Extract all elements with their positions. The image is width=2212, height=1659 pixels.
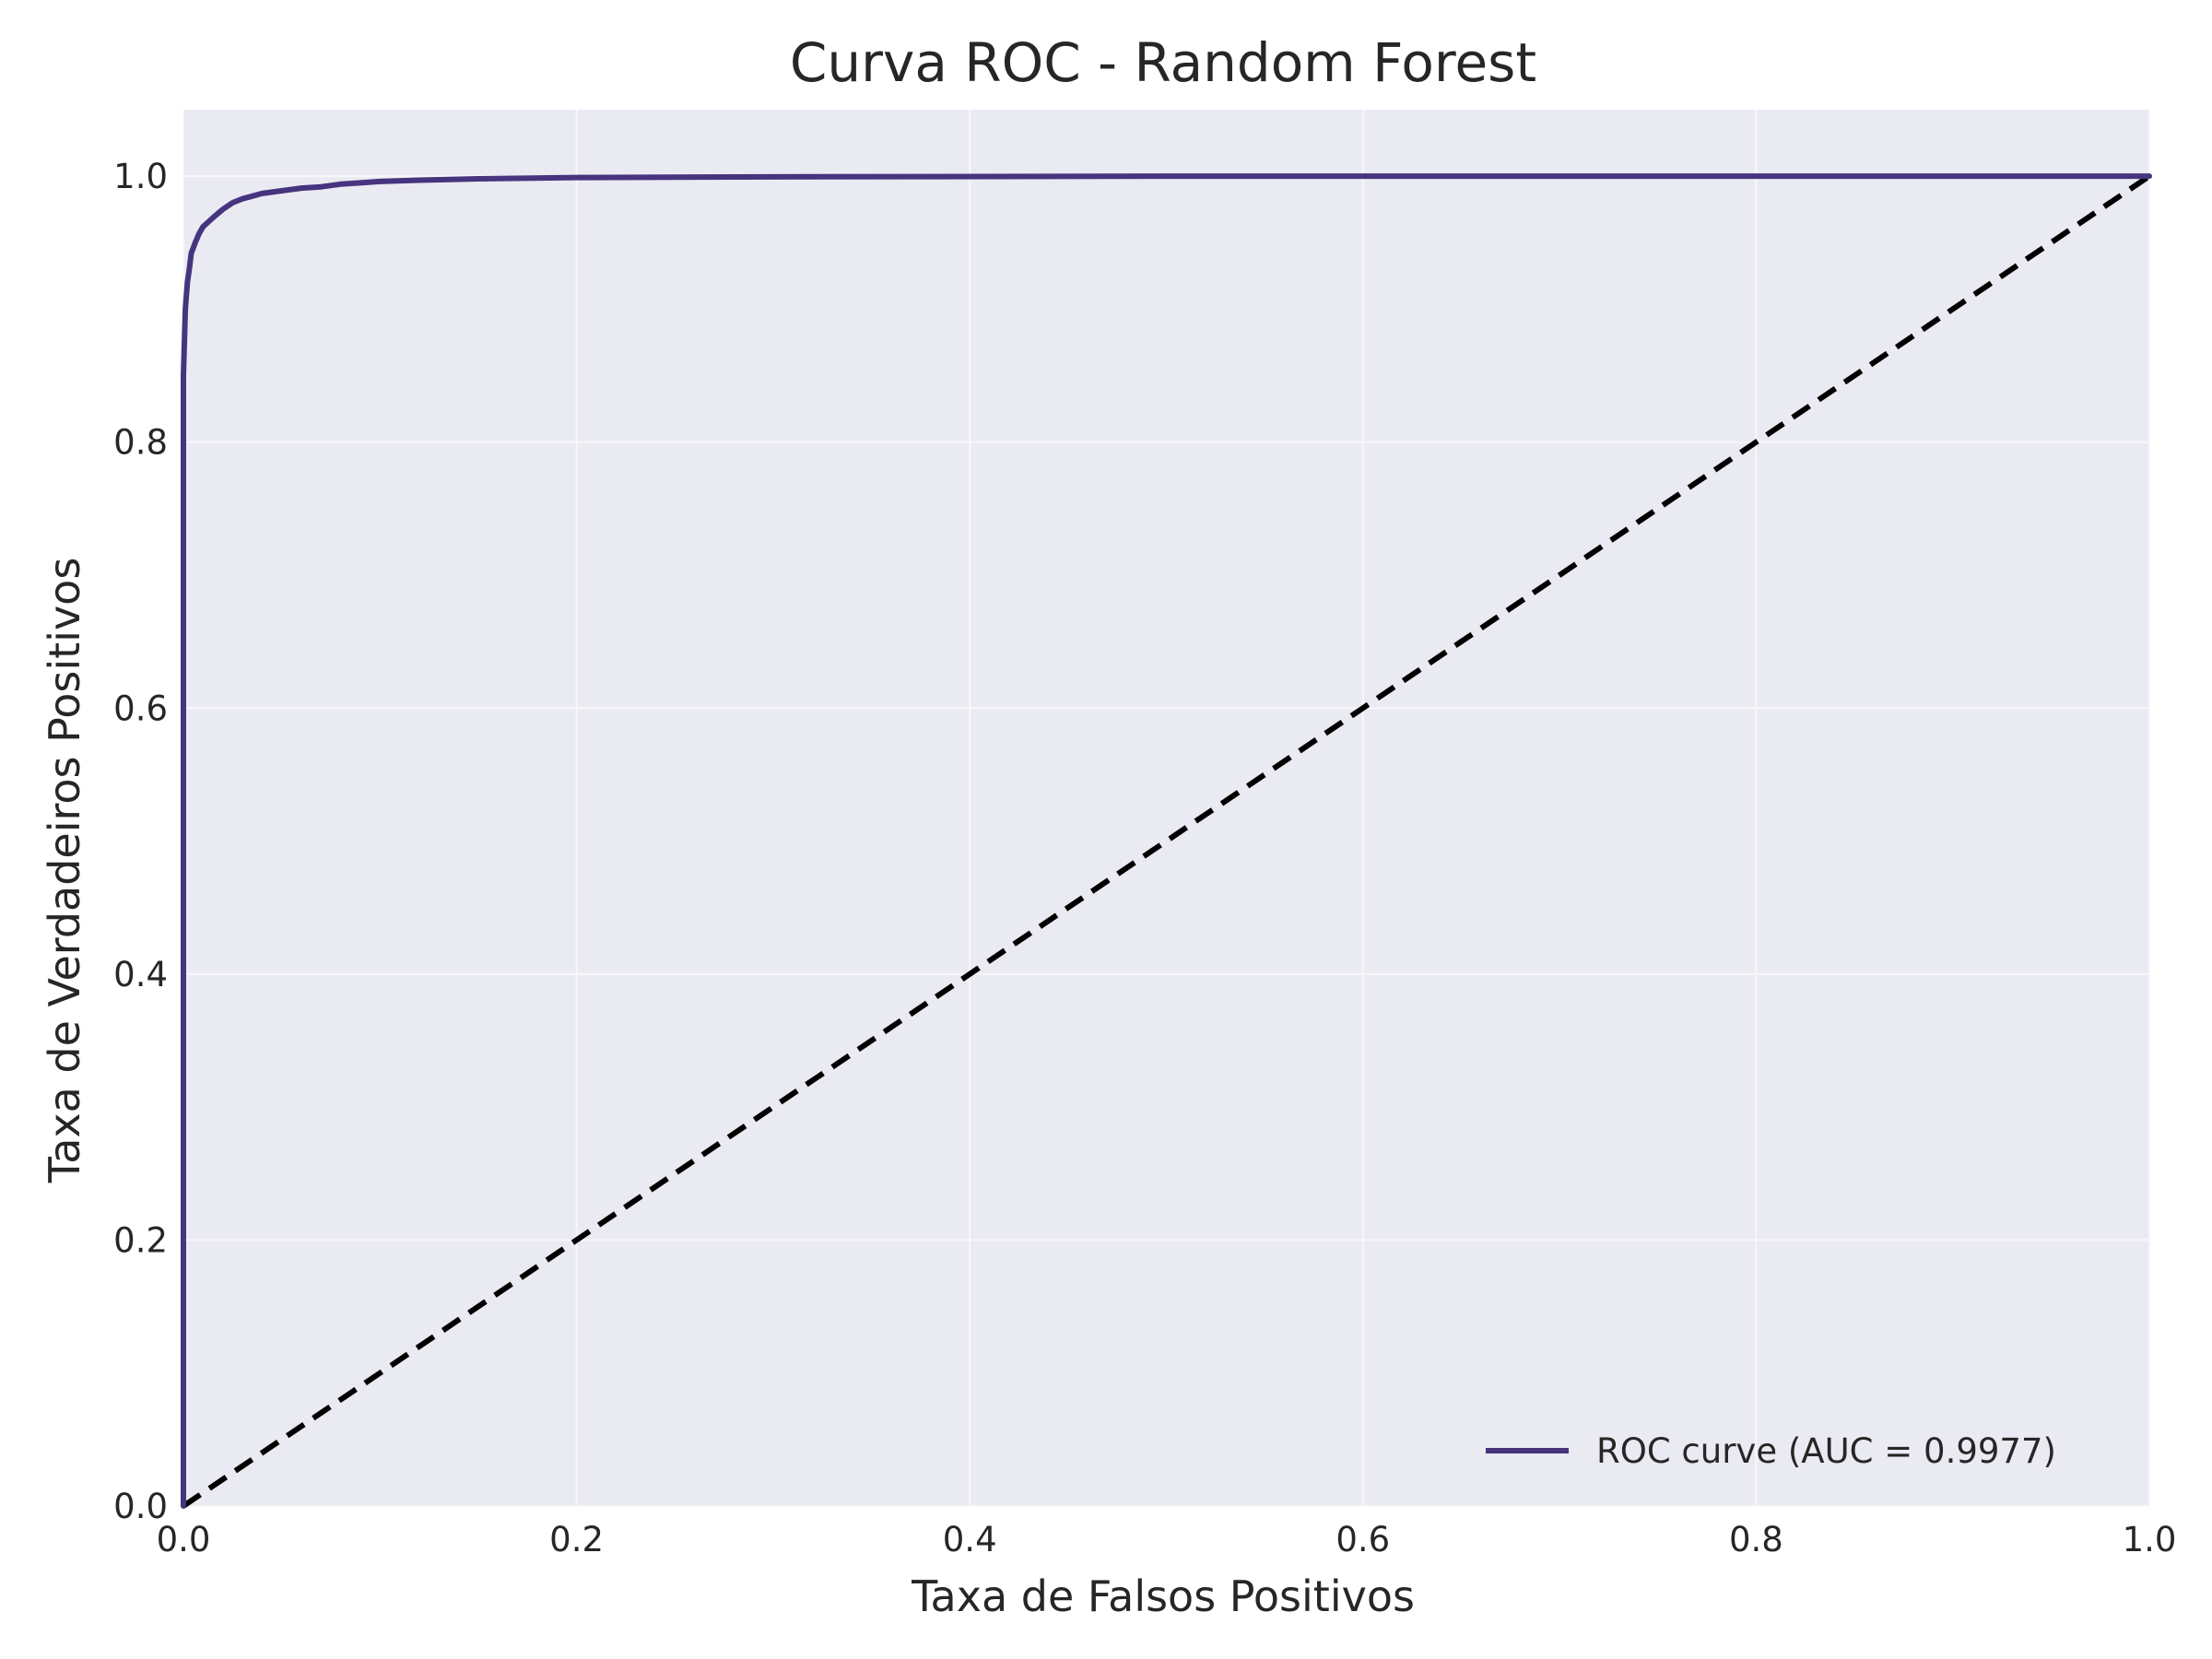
x-tick-label-2: 0.4 xyxy=(943,1520,997,1559)
roc-curve-line xyxy=(181,173,2152,1509)
y-tick-label-5: 1.0 xyxy=(113,157,168,196)
series-layer xyxy=(181,173,2152,1509)
legend-label-roc-curve: ROC curve (AUC = 0.9977) xyxy=(1596,1431,2056,1471)
y-tick-label-1: 0.2 xyxy=(113,1220,168,1260)
chart-title: Curva ROC - Random Forest xyxy=(790,31,1536,94)
grid-lines xyxy=(182,110,2150,1507)
x-tick-label-1: 0.2 xyxy=(549,1520,604,1559)
y-tick-label-3: 0.6 xyxy=(113,688,168,728)
x-tick-label-5: 1.0 xyxy=(2123,1520,2177,1559)
y-tick-label-2: 0.4 xyxy=(113,955,168,994)
y-tick-label-0: 0.0 xyxy=(113,1487,168,1526)
x-axis-ticks: 0.0 0.2 0.4 0.6 0.8 1.0 xyxy=(157,1520,2177,1559)
x-axis-label: Taxa de Falsos Positivos xyxy=(911,1571,1415,1621)
x-tick-label-4: 0.8 xyxy=(1729,1520,1783,1559)
random-classifier-diagonal xyxy=(182,173,2151,1509)
plot-background xyxy=(183,110,2149,1506)
x-tick-label-0: 0.0 xyxy=(157,1520,211,1559)
plot-area xyxy=(181,110,2152,1509)
y-tick-label-4: 0.8 xyxy=(113,423,168,463)
y-axis-label: Taxa de Verdadeiros Positivos xyxy=(40,558,89,1184)
y-axis-ticks: 0.0 0.2 0.4 0.6 0.8 1.0 xyxy=(113,157,168,1526)
x-tick-label-3: 0.6 xyxy=(1335,1520,1390,1559)
legend: ROC curve (AUC = 0.9977) xyxy=(1486,1431,2056,1471)
